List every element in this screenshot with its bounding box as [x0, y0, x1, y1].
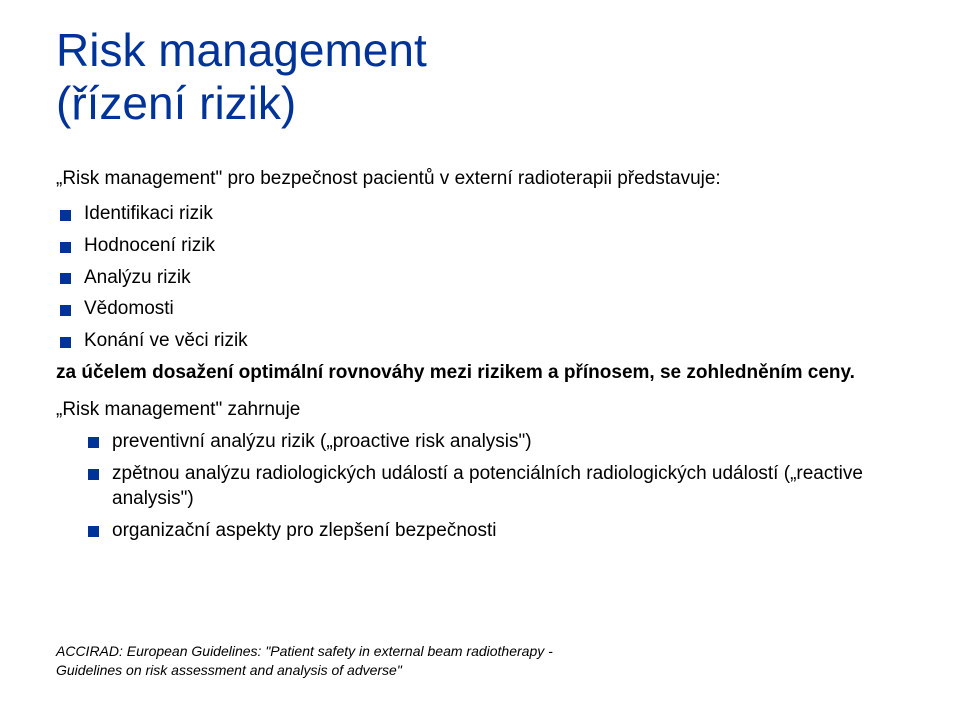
footnote-line-2: Guidelines on risk assessment and analys… [56, 662, 402, 678]
bullet-list-1: Identifikaci rizik Hodnocení rizik Analý… [56, 201, 904, 353]
slide-title: Risk management (řízení rizik) [56, 24, 904, 130]
list-item-label: Analýzu rizik [84, 267, 191, 288]
title-line-1: Risk management [56, 24, 427, 76]
list-item: zpětnou analýzu radiologických událostí … [84, 461, 904, 512]
footnote: ACCIRAD: European Guidelines: "Patient s… [56, 642, 553, 680]
list-item-label: zpětnou analýzu radiologických událostí … [112, 463, 863, 510]
list-item: Identifikaci rizik [56, 201, 904, 227]
bold-clause: za účelem dosažení optimální rovnováhy m… [56, 360, 904, 386]
footnote-line-1: ACCIRAD: European Guidelines: "Patient s… [56, 643, 553, 659]
list-item-label: Vědomosti [84, 298, 174, 319]
list-item-label: Identifikaci rizik [84, 203, 213, 224]
slide: Risk management (řízení rizik) „Risk man… [0, 0, 960, 726]
mid-paragraph: „Risk management" zahrnuje [56, 397, 904, 423]
list-item-label: Konání ve věci rizik [84, 330, 248, 351]
list-item: preventivní analýzu rizik („proactive ri… [84, 429, 904, 455]
lead-paragraph: „Risk management" pro bezpečnost pacient… [56, 166, 904, 192]
list-item: organizační aspekty pro zlepšení bezpečn… [84, 518, 904, 544]
list-item: Vědomosti [56, 296, 904, 322]
list-item-label: preventivní analýzu rizik („proactive ri… [112, 431, 532, 452]
list-item-label: Hodnocení rizik [84, 235, 215, 256]
list-item: Konání ve věci rizik [56, 328, 904, 354]
bullet-list-2: preventivní analýzu rizik („proactive ri… [84, 429, 904, 544]
list-item: Analýzu rizik [56, 265, 904, 291]
slide-body: „Risk management" pro bezpečnost pacient… [56, 166, 904, 544]
list-item-label: organizační aspekty pro zlepšení bezpečn… [112, 520, 496, 541]
list-item: Hodnocení rizik [56, 233, 904, 259]
title-line-2: (řízení rizik) [56, 77, 296, 129]
